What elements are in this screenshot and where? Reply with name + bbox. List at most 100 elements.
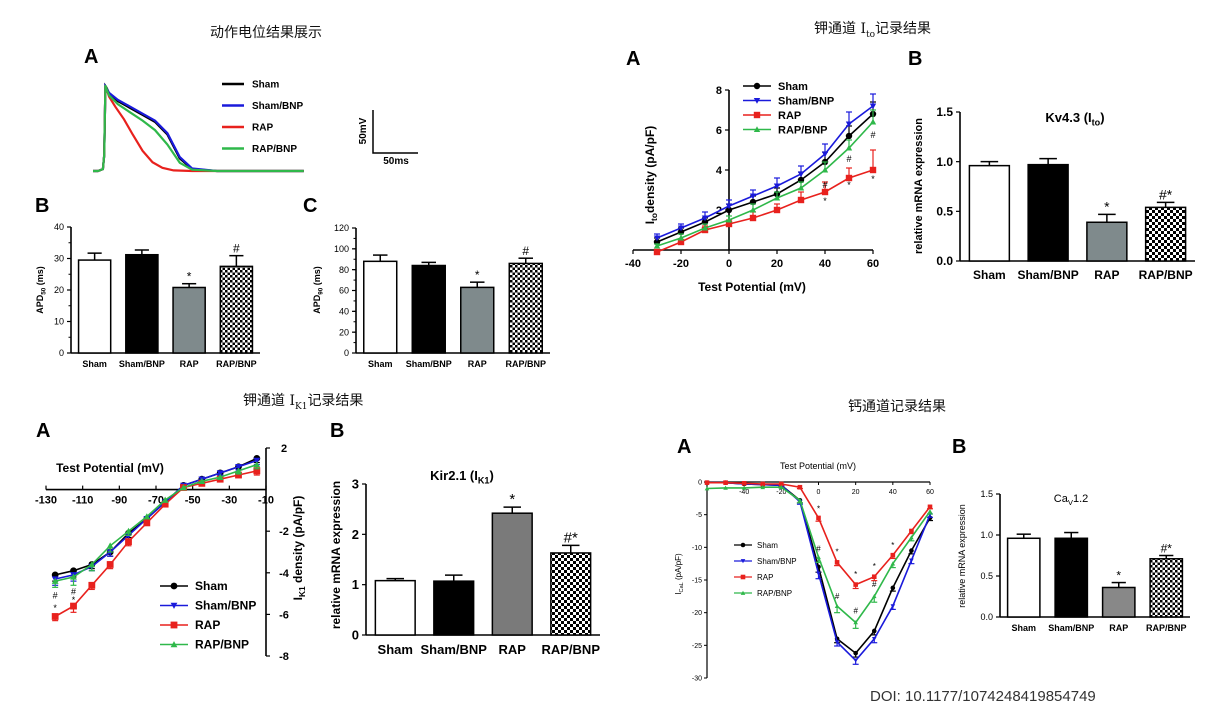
ica_iv-point-sham-10	[890, 585, 896, 591]
kir21-bar-rap	[491, 512, 533, 636]
ica_iv-point-rap-3	[760, 481, 766, 487]
panel-letter-ik1-b: B	[330, 420, 345, 442]
ito_iv-point-rap-9	[869, 166, 877, 174]
ica_iv-point-rap-bnp-6	[816, 554, 821, 559]
kir21-chart-title-part: Kir2.1 (I	[430, 468, 478, 483]
ica-y-axis-label-part: I	[674, 592, 683, 594]
ica_iv-point-rap-bnp-4	[779, 484, 784, 490]
ito_iv-point-rap-1	[677, 238, 685, 246]
apd90-y-tick-label: 80	[339, 265, 349, 275]
ica_iv-point-rap-4	[779, 481, 784, 487]
ito-legend-label-sham-bnp: Sham/BNP	[778, 96, 834, 108]
ik1-section-title: 钾通道 IK1记录结果	[243, 390, 363, 412]
ito-title-sub: to	[865, 29, 876, 40]
apd50-y-tick-label: 40	[54, 222, 64, 232]
ito-y-axis-label: Itodensity (pA/pF)	[643, 126, 659, 225]
ito_iv-point-sham-bnp-6	[797, 171, 805, 178]
kir21-chart-title: Kir2.1 (IK1)	[430, 468, 494, 485]
apd90-bar-sham	[363, 260, 398, 354]
apd90-significance-rap-bnp: #	[522, 244, 529, 258]
kv43-y-tick-label: 0.0	[936, 254, 953, 268]
ito-significance-4: #	[870, 130, 875, 140]
ap-legend-label-rap-bnp: RAP/BNP	[252, 144, 297, 155]
ica_iv-point-sham-bnp-6	[816, 571, 821, 576]
ik1-x-tick-label: -10	[258, 495, 274, 507]
ito_iv-line-rap	[656, 169, 874, 253]
ik1-legend-point-rap-bnp-3	[170, 641, 178, 648]
ik1-legend-point-sham-bnp-1	[170, 602, 178, 609]
kv43-bar-sham	[968, 164, 1011, 262]
ica_iv-point-sham-bnp-8	[853, 658, 858, 663]
ik1_iv-point-rap-bnp-3	[106, 542, 114, 549]
ik1_iv-point-rap-1	[70, 602, 77, 610]
ica_iv-point-rap-5	[797, 484, 803, 490]
ica-legend-label-rap: RAP	[757, 573, 773, 582]
ica-significance-7: #	[872, 580, 877, 589]
ik1-legend-label-sham: Sham	[195, 579, 228, 593]
ito_iv-point-rap-bnp-1	[677, 234, 685, 241]
kv43-chart-title-part: to	[1092, 117, 1101, 127]
ik1_iv-point-rap-5	[143, 519, 151, 527]
ik1-y-tick-label: -6	[279, 609, 289, 621]
cav12-y-tick-label: 1.5	[980, 489, 993, 499]
panel-letter-ap-b: B	[35, 195, 50, 217]
kv43-y-tick-label: 1.5	[936, 105, 953, 119]
ito-x-tick-label: -40	[625, 258, 641, 270]
ik1-y-axis-label-part: K1	[297, 586, 307, 597]
ito-x-tick-label: 60	[867, 258, 879, 270]
panel-letter-ito-a: A	[626, 48, 641, 70]
ito_iv-point-sham-8	[845, 132, 853, 140]
apd50-category-label-rap-bnp: RAP/BNP	[216, 359, 257, 369]
ik1-y-tick-label: -8	[279, 651, 289, 663]
ito_iv-point-rap-5	[773, 206, 781, 214]
ik1-significance-2: #	[71, 587, 76, 597]
ik1-y-tick-label: -4	[279, 568, 290, 580]
kv43-y-axis-label: relative mRNA expression	[913, 118, 925, 254]
kv43-significance-rap-bnp: #*	[1159, 186, 1173, 202]
ik1_iv-point-rap-bnp-10	[235, 467, 242, 474]
cav12-bar-sham	[1006, 537, 1041, 618]
ica-significance-3: #	[835, 592, 840, 601]
panel-letter-ito-b: B	[908, 48, 923, 70]
ito-x-axis-label: Test Potential (mV)	[698, 280, 806, 294]
ica-y-axis-label: ICaL (pA/pF)	[674, 553, 685, 595]
cav12-significance-rap: *	[1116, 569, 1121, 583]
ito-title-post: 记录结果	[875, 21, 932, 37]
ito-legend-point-sham-0	[753, 82, 761, 90]
kv43-y-tick-label: 0.5	[936, 205, 953, 219]
ica-x-tick-label: 60	[926, 489, 934, 496]
ito_iv-point-rap-bnp-6	[797, 184, 805, 191]
ik1_iv-point-rap-2	[88, 581, 96, 589]
apd50-category-label-sham: Sham	[82, 359, 107, 369]
kv43-category-label-sham: Sham	[973, 268, 1006, 282]
ito-legend-point-sham-bnp-1	[753, 97, 761, 104]
kir21-y-axis-label: relative mRNA expression	[329, 481, 343, 629]
ica-x-tick-label: 40	[889, 489, 897, 496]
cav12-y-tick-label: 0.5	[980, 571, 993, 581]
ica-x-tick-label: -20	[776, 489, 786, 496]
kv43-bar-rap	[1086, 221, 1128, 262]
ik1_iv-point-rap-bnp-8	[198, 477, 206, 484]
ica_iv-point-rap-0	[704, 480, 710, 485]
ik1-significance-3: *	[72, 595, 76, 605]
ito-y-axis-label-part: I	[643, 221, 657, 224]
ica_iv-point-rap-bnp-1	[723, 485, 728, 490]
ik1-x-tick-label: -70	[148, 495, 164, 507]
ik1_iv-point-rap-4	[125, 538, 132, 545]
ik1_iv-line-rap-bnp	[55, 463, 258, 582]
ito_iv-point-rap-6	[797, 196, 805, 204]
ica-significance-8: *	[891, 541, 894, 550]
kir21-y-tick-label: 2	[352, 527, 359, 542]
apd50-significance-rap: *	[187, 270, 192, 284]
ik1-significance-0: #	[53, 591, 58, 601]
panel-letter-ap-c: C	[303, 195, 318, 217]
cav12-significance-rap-bnp: #*	[1161, 542, 1173, 556]
ap-scale-bar	[372, 110, 418, 154]
apd90-bar-rap-bnp	[508, 262, 543, 354]
ik1_iv-point-rap-11	[253, 467, 261, 475]
ica_iv-point-rap-1	[723, 480, 728, 485]
apd50-y-tick-label: 0	[59, 348, 64, 358]
cav12-y-tick-label: 1.0	[980, 530, 993, 540]
ica-legend-point-sham-bnp-1	[740, 559, 746, 564]
